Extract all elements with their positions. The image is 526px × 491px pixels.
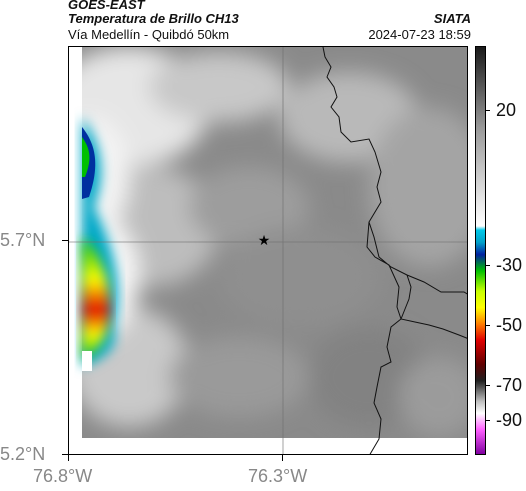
graticule [69, 47, 467, 454]
boundary-line [322, 47, 467, 454]
satellite-map[interactable]: ★ [68, 46, 468, 455]
lon-label-2: 76.3°W [248, 466, 308, 486]
cbar-tick-2 [486, 265, 490, 266]
colorbar-label-2: -30 [496, 255, 523, 275]
map-canvas: ★ [69, 47, 467, 454]
cbar-tick-1 [486, 110, 490, 111]
colorbar-label-4: -70 [496, 375, 523, 395]
star-icon: ★ [258, 233, 271, 249]
colorbar-label-1: 20 [496, 100, 517, 120]
title-satellite: GOES-EAST [68, 0, 145, 12]
colorbar-label-3: -50 [496, 315, 523, 335]
agency-label: SIATA [433, 11, 471, 26]
cbar-tick-5 [486, 420, 490, 421]
cbar-tick-3 [486, 325, 490, 326]
colorbar-label-5: -90 [496, 410, 523, 430]
cbar-tick-4 [486, 385, 490, 386]
datetime-label: 2024-07-23 18:59 [368, 27, 471, 42]
title-product: Temperatura de Brillo CH13 [68, 11, 239, 26]
lon-label-1: 76.8°W [33, 466, 93, 486]
lat-label-1: 5.7°N [0, 230, 46, 250]
lat-label-2: 5.2°N [0, 444, 46, 464]
temperature-field [69, 47, 467, 454]
lon-tick-mark-1 [68, 455, 69, 461]
colorbar [475, 46, 486, 455]
lat-tick-mark-1 [62, 240, 68, 241]
lat-tick-mark-2 [62, 454, 68, 455]
subtitle-route: Vía Medellín - Quibdó 50km [68, 27, 230, 42]
lon-tick-mark-2 [282, 455, 283, 461]
